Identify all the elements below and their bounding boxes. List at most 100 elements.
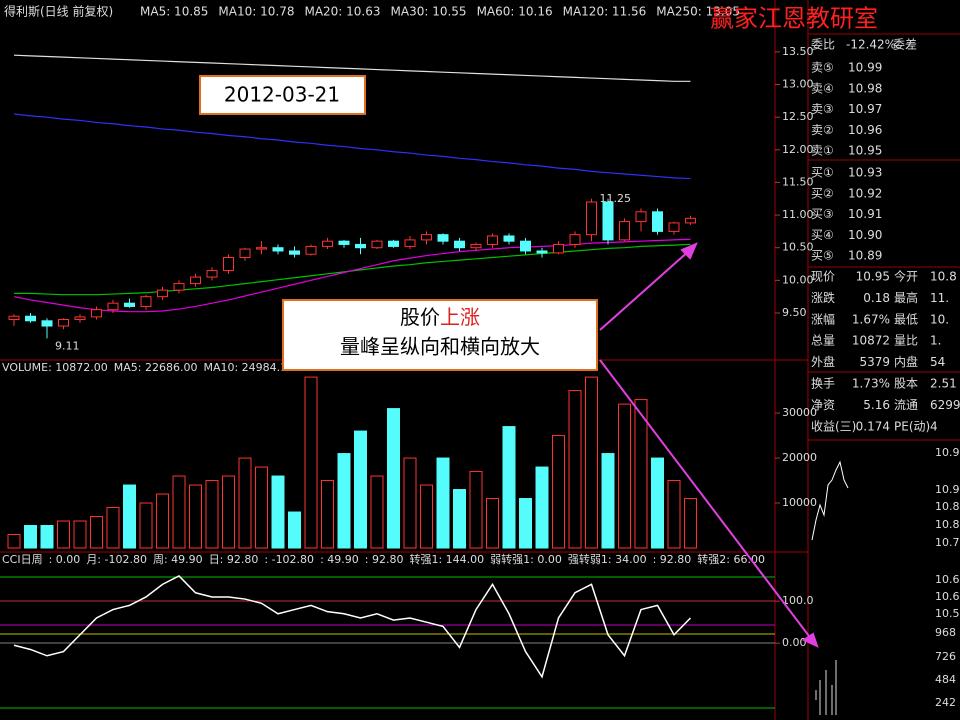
volume-bar [568,390,582,549]
quote-value: 1.73% [852,377,890,391]
book-label: 卖① [811,144,834,158]
candle-body [685,217,696,224]
intraday-sketch [811,460,849,541]
y-tick-label: 9.50 [782,306,807,319]
ma-header: MA5: 10.85 MA10: 10.78 MA20: 10.63 MA30: 10… [140,5,740,19]
panel-header: 周: 49.90 [153,553,203,566]
volume-bar [321,480,334,549]
book-label: 卖④ [811,81,834,95]
candle-body [520,240,531,252]
candle-body [91,309,102,318]
volume-bar [7,534,21,549]
volume-bar [123,484,136,549]
y-tick-label: 0.00 [782,636,807,649]
candle-body [586,201,597,236]
candle-body [388,240,399,247]
chart-title: 得利斯(日线 前复权) [4,4,113,19]
mini-tick-label: 242 [935,696,956,709]
panel-header: MA10: 24984.10 [203,361,294,374]
quote-label: 外盘 [811,354,835,369]
low-label: 9.11 [55,339,80,352]
candle-body [124,302,135,307]
volume-bar [585,376,598,549]
quote-label2: 股本 [894,377,918,391]
panel-header: VOLUME: 10872.00 [2,361,108,374]
candle-body [322,240,333,247]
note-box [282,299,598,371]
volume-bar [502,426,516,549]
ma-label: MA60: 10.16 [477,5,553,19]
quote-label: 涨跌 [811,290,835,305]
intraday-volume-sketch [815,660,837,715]
y-tick-label: 13.00 [782,78,814,91]
panel-header: : 92.80 [365,553,404,566]
candle-body [487,235,498,245]
volume-bar [106,507,120,549]
candle-body [173,283,185,291]
quote-value2: 11. [930,291,949,305]
quote-label: 换手 [811,377,835,391]
panel-header: CCI日周 [2,553,43,566]
book-label: 买① [811,166,834,180]
volume-bar [634,399,648,549]
quote-value: 0.174 [856,419,890,433]
volume-bar [387,408,400,549]
candle-body [355,243,366,249]
y-tick-label: 13.50 [782,45,814,58]
candle-body [272,247,284,252]
book-price: 10.95 [848,144,882,158]
ma-label: MA250: 13.05 [656,5,740,19]
quote-label2: 流通 [894,398,918,412]
y-tick-label: 30000 [782,406,817,419]
candle-body [239,248,251,259]
quote-label2: PE(动) [894,419,930,433]
volume-bar [420,484,433,549]
candle-body [470,243,482,249]
volume-bar [271,475,285,549]
book-label: 卖② [811,123,834,137]
volume-bar [486,498,499,549]
volume-bar [156,493,169,549]
quote-value: 5379 [859,355,890,369]
volume-bar [535,466,549,549]
panel-header: 日: 92.80 [209,553,259,566]
y-tick-label: 11.00 [782,208,814,221]
y-tick-label: 10000 [782,496,817,509]
candle-body [404,239,416,247]
volume-bar [73,520,87,549]
quote-value2: 6299 [930,398,960,412]
note-highlight: 上涨 [440,305,480,329]
ratio-label2: 委差 [893,38,917,52]
date-label: 2012-03-21 [224,83,340,107]
mini-tick-label: 968 [935,626,956,639]
candle-body [157,289,168,298]
y-tick-label: 20000 [782,451,817,464]
book-label: 买⑤ [811,249,834,263]
quote-label: 现价 [811,270,835,284]
book-label: 卖③ [811,102,834,116]
book-label: 买③ [811,207,834,221]
candle-body [8,315,20,320]
book-price: 10.98 [848,81,882,95]
y-tick-label: 10.50 [782,241,814,254]
candle-body [305,245,317,255]
mini-tick-label: 726 [935,650,956,663]
quote-value: 10.95 [856,270,890,284]
book-price: 10.99 [848,61,882,75]
quote-value2: 1. [930,334,941,348]
moving-average [13,54,691,82]
volume-bar [288,511,301,549]
quote-value: 1.67% [852,312,890,326]
candle-body [338,240,350,245]
mini-tick-label: 484 [935,673,956,686]
volume-bar [57,520,70,549]
panel-header: : 92.80 [653,553,692,566]
book-label: 买④ [811,228,834,242]
book-price: 10.91 [848,207,882,221]
panel-header: : 49.90 [320,553,359,566]
volume-bar [189,484,202,549]
date-box [199,75,366,115]
mini-tick-label: 10.83 [935,518,960,531]
candle-body [58,318,69,327]
